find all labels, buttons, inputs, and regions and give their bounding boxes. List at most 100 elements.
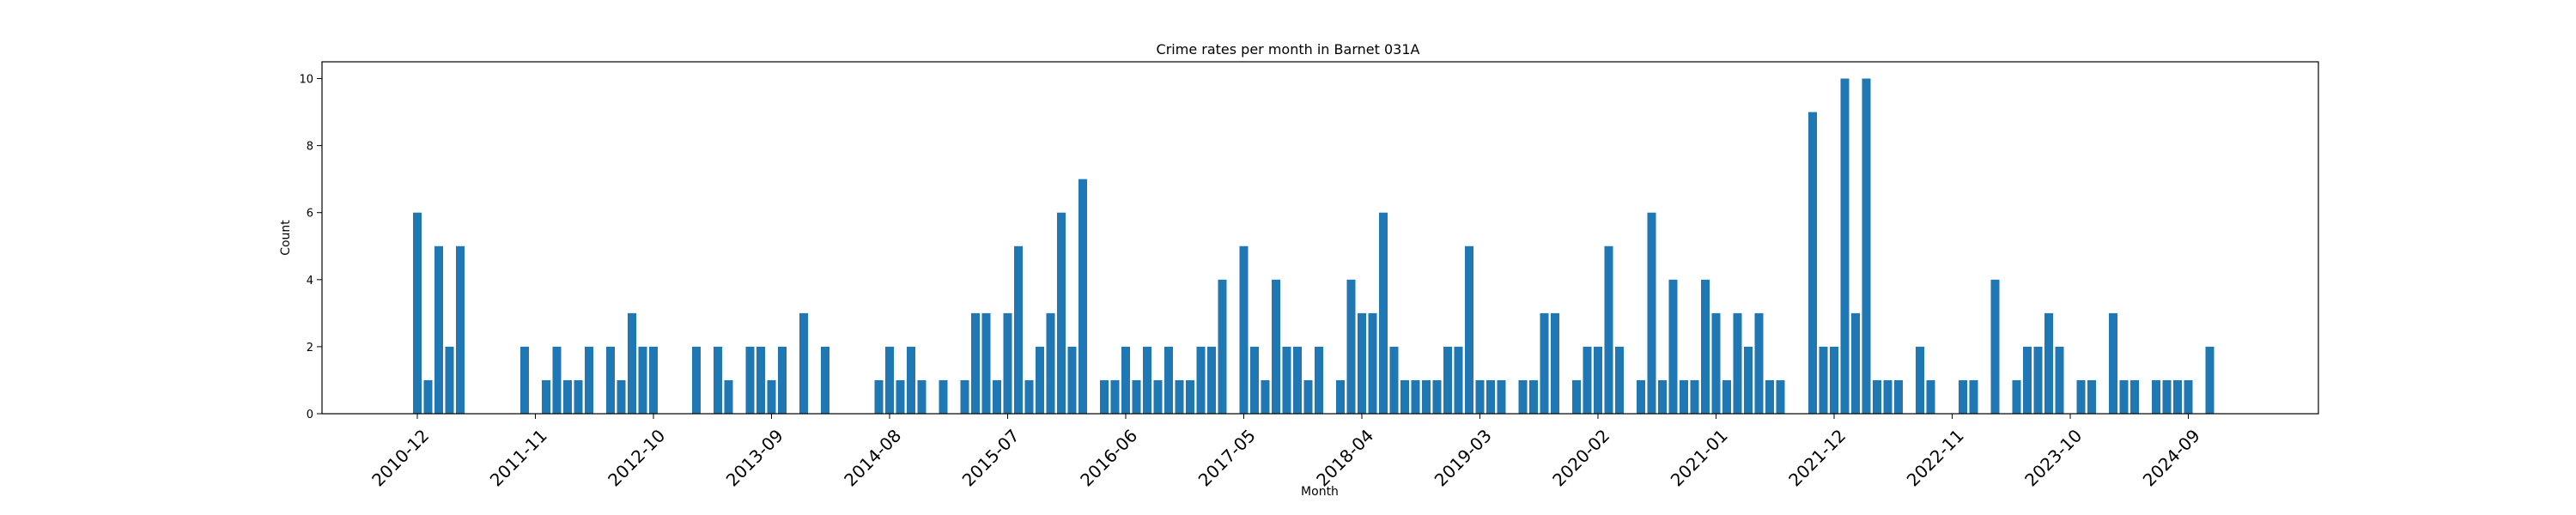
x-tick-label: 2014-08	[840, 425, 905, 490]
bar-2010-12	[413, 212, 422, 414]
chart-title: Crime rates per month in Barnet 031A	[1157, 41, 1420, 58]
bar-2020-04	[1615, 346, 1624, 414]
bar-2021-06	[1765, 379, 1774, 414]
bar-2016-04	[1100, 379, 1109, 414]
bar-2016-10	[1164, 346, 1173, 414]
bar-2022-08	[1916, 346, 1924, 414]
bar-2018-02	[1336, 379, 1345, 414]
bar-2024-11	[2205, 346, 2215, 414]
bar-2018-05	[1368, 312, 1377, 414]
bar-2015-06	[993, 379, 1001, 414]
x-tick-label: 2020-02	[1548, 425, 1613, 490]
bar-2014-08	[885, 346, 894, 414]
x-tick-label: 2021-12	[1784, 425, 1850, 490]
bar-2016-06	[1121, 346, 1130, 414]
bar-2020-06	[1637, 379, 1645, 414]
x-tick-label: 2024-09	[2139, 425, 2204, 490]
bar-2022-01	[1840, 78, 1850, 415]
bar-2017-07	[1261, 379, 1270, 414]
bar-2021-02	[1722, 379, 1731, 414]
bar-2021-11	[1819, 346, 1828, 414]
bar-2018-07	[1389, 346, 1399, 414]
bar-2020-09	[1668, 279, 1678, 414]
bar-2011-04	[456, 245, 465, 414]
bar-2012-07	[617, 379, 626, 414]
bar-2013-05	[724, 379, 733, 414]
y-tick-label: 6	[307, 208, 313, 221]
x-tick-label: 2010-12	[368, 425, 433, 490]
bar-2014-10	[907, 346, 915, 414]
bar-2013-02	[692, 346, 701, 414]
bar-2015-08	[1014, 245, 1023, 414]
bar-2021-01	[1711, 312, 1721, 414]
bar-2012-01	[552, 346, 562, 414]
bar-2015-04	[971, 312, 980, 414]
bar-2020-10	[1680, 379, 1688, 414]
y-tick-label: 2	[307, 342, 313, 354]
bar-2024-09	[2184, 379, 2193, 414]
x-axis: 2010-12 2011-11 2012-10 2013-09 2014-08 2015-…	[368, 414, 2204, 490]
bar-2018-08	[1400, 379, 1409, 414]
bar-2013-09	[767, 379, 776, 414]
bar-2021-12	[1830, 346, 1838, 414]
bar-2015-09	[1024, 379, 1034, 414]
bar-2021-05	[1754, 312, 1764, 414]
bar-2016-02	[1078, 179, 1087, 415]
bar-2013-04	[714, 346, 722, 414]
bar-2017-05	[1239, 245, 1249, 414]
bar-2016-09	[1153, 379, 1163, 414]
x-tick-label: 2018-04	[1312, 425, 1377, 490]
bar-2013-08	[756, 346, 765, 414]
bar-2019-12	[1572, 379, 1581, 414]
x-tick-label: 2017-05	[1194, 425, 1260, 490]
y-axis-label: Count	[279, 220, 293, 256]
bar-2018-11	[1432, 379, 1442, 414]
bar-2016-01	[1067, 346, 1077, 414]
bar-2018-04	[1358, 312, 1366, 414]
bar-2023-03	[1990, 279, 2000, 414]
bar-2024-04	[2130, 379, 2139, 414]
bar-2018-12	[1443, 346, 1452, 414]
bar-2012-08	[628, 312, 636, 414]
y-tick-label: 4	[307, 275, 313, 288]
x-axis-label: Month	[1301, 485, 1339, 499]
x-tick-label: 2013-09	[722, 425, 787, 490]
bar-2016-05	[1110, 379, 1120, 414]
bar-2022-12	[1959, 379, 1967, 414]
bar-2012-10	[649, 346, 658, 414]
bar-2020-08	[1658, 379, 1667, 414]
bar-2015-10	[1036, 346, 1044, 414]
bar-2021-07	[1776, 379, 1785, 414]
bar-2020-01	[1583, 346, 1592, 414]
bar-2018-03	[1346, 279, 1356, 414]
bar-2018-09	[1411, 379, 1420, 414]
bar-2015-11	[1046, 312, 1055, 414]
bar-2017-12	[1315, 346, 1323, 414]
bar-2018-10	[1422, 379, 1431, 414]
bar-2013-10	[778, 346, 787, 414]
x-tick-label: 2012-10	[604, 425, 669, 490]
bar-2017-11	[1303, 379, 1313, 414]
bar-2014-09	[896, 379, 905, 414]
bar-2016-12	[1186, 379, 1194, 414]
bar-2012-09	[638, 346, 647, 414]
bar-2019-05	[1497, 379, 1506, 414]
bar-2015-07	[1003, 312, 1012, 414]
bar-2023-11	[2076, 379, 2086, 414]
x-tick-label: 2016-06	[1076, 425, 1141, 490]
bar-2020-12	[1701, 279, 1710, 414]
y-tick-label: 8	[307, 141, 313, 154]
bar-2016-11	[1175, 379, 1184, 414]
bar-2024-07	[2162, 379, 2172, 414]
bar-2019-08	[1529, 379, 1538, 414]
x-tick-label: 2023-10	[2020, 425, 2086, 490]
y-axis: 0 2 4 6 8 10	[299, 74, 322, 421]
bar-2023-06	[2023, 346, 2032, 414]
bar-2021-10	[1808, 112, 1817, 414]
y-tick-label: 10	[299, 74, 313, 87]
bar-2011-03	[445, 346, 454, 414]
y-tick-label: 0	[307, 409, 313, 421]
bar-2013-07	[745, 346, 755, 414]
bar-2023-07	[2033, 346, 2043, 414]
bar-2022-03	[1862, 78, 1871, 415]
